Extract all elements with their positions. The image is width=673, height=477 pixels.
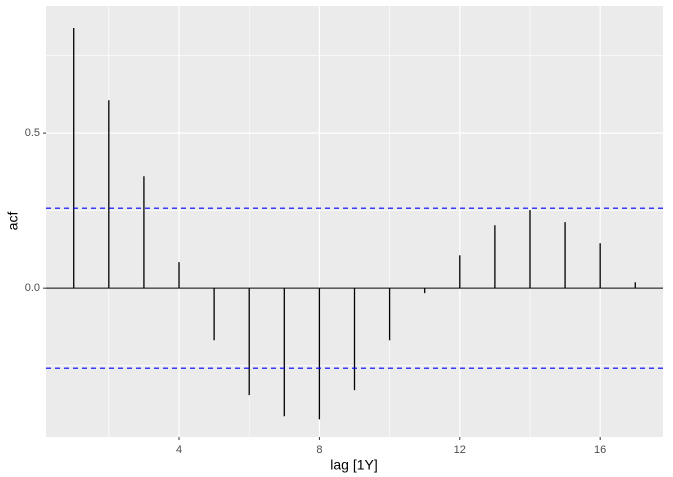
y-tick-label: 0.0: [25, 282, 40, 294]
x-axis-title: lag [1Y]: [330, 457, 377, 473]
y-tick-label: 0.5: [25, 127, 40, 139]
x-tick-label: 12: [454, 444, 466, 456]
y-axis-title: acf: [5, 212, 21, 231]
x-tick-label: 8: [316, 444, 322, 456]
x-tick-label: 4: [176, 444, 182, 456]
x-tick-label: 16: [594, 444, 606, 456]
